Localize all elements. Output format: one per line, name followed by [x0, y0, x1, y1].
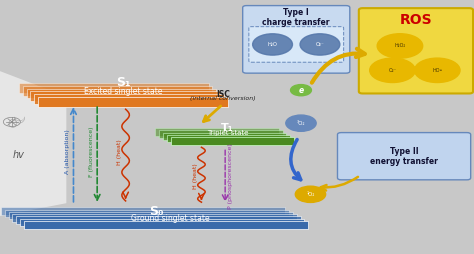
- Text: T₁: T₁: [221, 123, 234, 133]
- Bar: [23, 86, 212, 96]
- Polygon shape: [0, 71, 66, 216]
- Text: e: e: [299, 86, 303, 95]
- Bar: [24, 221, 308, 229]
- Text: ³O₂: ³O₂: [297, 121, 305, 126]
- Circle shape: [291, 85, 311, 96]
- Text: O₂⁻: O₂⁻: [388, 68, 397, 73]
- Text: ☽: ☽: [4, 115, 19, 129]
- Bar: [5, 210, 289, 217]
- Circle shape: [286, 115, 316, 131]
- Bar: [38, 97, 228, 107]
- Bar: [167, 135, 290, 142]
- Bar: [171, 137, 294, 145]
- Text: ISC: ISC: [216, 90, 230, 99]
- Text: ROS: ROS: [400, 13, 432, 27]
- Text: S₀: S₀: [149, 205, 164, 218]
- FancyBboxPatch shape: [243, 6, 350, 73]
- Bar: [30, 91, 220, 101]
- Text: Ground singlet state: Ground singlet state: [131, 214, 210, 223]
- Circle shape: [295, 186, 326, 202]
- Text: hv: hv: [13, 150, 25, 160]
- Text: Excited singlet state: Excited singlet state: [84, 87, 163, 96]
- Text: S₁: S₁: [116, 76, 130, 89]
- Text: H₂O₂: H₂O₂: [394, 43, 406, 49]
- Text: Type I
charge transfer: Type I charge transfer: [263, 8, 330, 27]
- Bar: [34, 94, 224, 104]
- Text: ¹O₂: ¹O₂: [306, 192, 315, 197]
- Bar: [163, 133, 286, 140]
- Bar: [19, 83, 209, 93]
- Circle shape: [253, 34, 292, 55]
- Text: (internal conversion): (internal conversion): [190, 96, 255, 101]
- Text: A (absorption): A (absorption): [65, 130, 70, 174]
- Text: P (phosphorescence): P (phosphorescence): [228, 143, 233, 209]
- Bar: [16, 216, 301, 224]
- Bar: [27, 89, 216, 98]
- FancyBboxPatch shape: [337, 133, 471, 180]
- Text: H (heat): H (heat): [193, 163, 198, 189]
- Bar: [155, 128, 279, 136]
- Bar: [12, 214, 297, 222]
- Circle shape: [300, 34, 340, 55]
- Text: ○: ○: [7, 117, 17, 127]
- Bar: [9, 212, 293, 219]
- Text: H (heat): H (heat): [118, 139, 122, 165]
- FancyBboxPatch shape: [249, 27, 344, 62]
- Text: Type II
energy transfer: Type II energy transfer: [370, 147, 438, 166]
- Bar: [159, 130, 283, 138]
- Circle shape: [414, 58, 460, 83]
- Text: H₂O: H₂O: [268, 42, 277, 47]
- Text: Triplet state: Triplet state: [207, 131, 248, 136]
- Circle shape: [377, 34, 423, 58]
- Text: O₂⁻: O₂⁻: [316, 42, 324, 47]
- Bar: [1, 207, 285, 215]
- Text: HO•: HO•: [432, 68, 442, 73]
- FancyBboxPatch shape: [359, 8, 473, 93]
- Circle shape: [370, 58, 415, 83]
- Text: F (fluorescence): F (fluorescence): [89, 127, 94, 177]
- Bar: [20, 219, 304, 226]
